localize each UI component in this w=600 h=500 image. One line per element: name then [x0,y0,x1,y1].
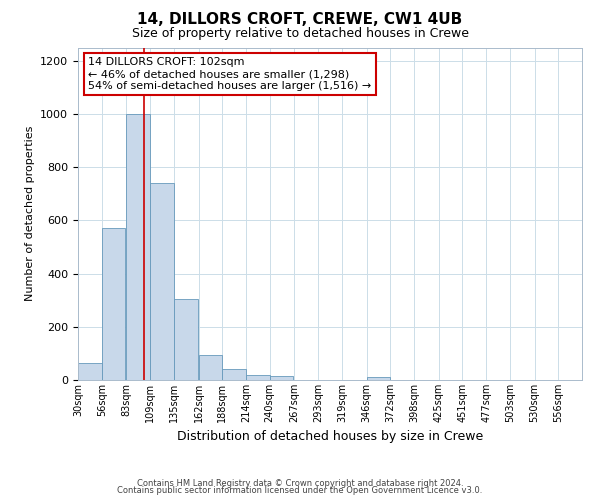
X-axis label: Distribution of detached houses by size in Crewe: Distribution of detached houses by size … [177,430,483,444]
Bar [199,354,222,380]
Text: Contains public sector information licensed under the Open Government Licence v3: Contains public sector information licen… [118,486,482,495]
Bar [367,378,390,380]
Y-axis label: Number of detached properties: Number of detached properties [25,126,35,302]
Bar [127,114,150,380]
Text: Size of property relative to detached houses in Crewe: Size of property relative to detached ho… [131,28,469,40]
Bar [222,370,246,380]
Bar [246,375,270,380]
Text: Contains HM Land Registry data © Crown copyright and database right 2024.: Contains HM Land Registry data © Crown c… [137,478,463,488]
Text: 14, DILLORS CROFT, CREWE, CW1 4UB: 14, DILLORS CROFT, CREWE, CW1 4UB [137,12,463,28]
Bar [270,376,293,380]
Bar [78,362,102,380]
Bar [150,183,174,380]
Bar [102,228,125,380]
Bar [174,299,197,380]
Text: 14 DILLORS CROFT: 102sqm
← 46% of detached houses are smaller (1,298)
54% of sem: 14 DILLORS CROFT: 102sqm ← 46% of detach… [88,58,371,90]
